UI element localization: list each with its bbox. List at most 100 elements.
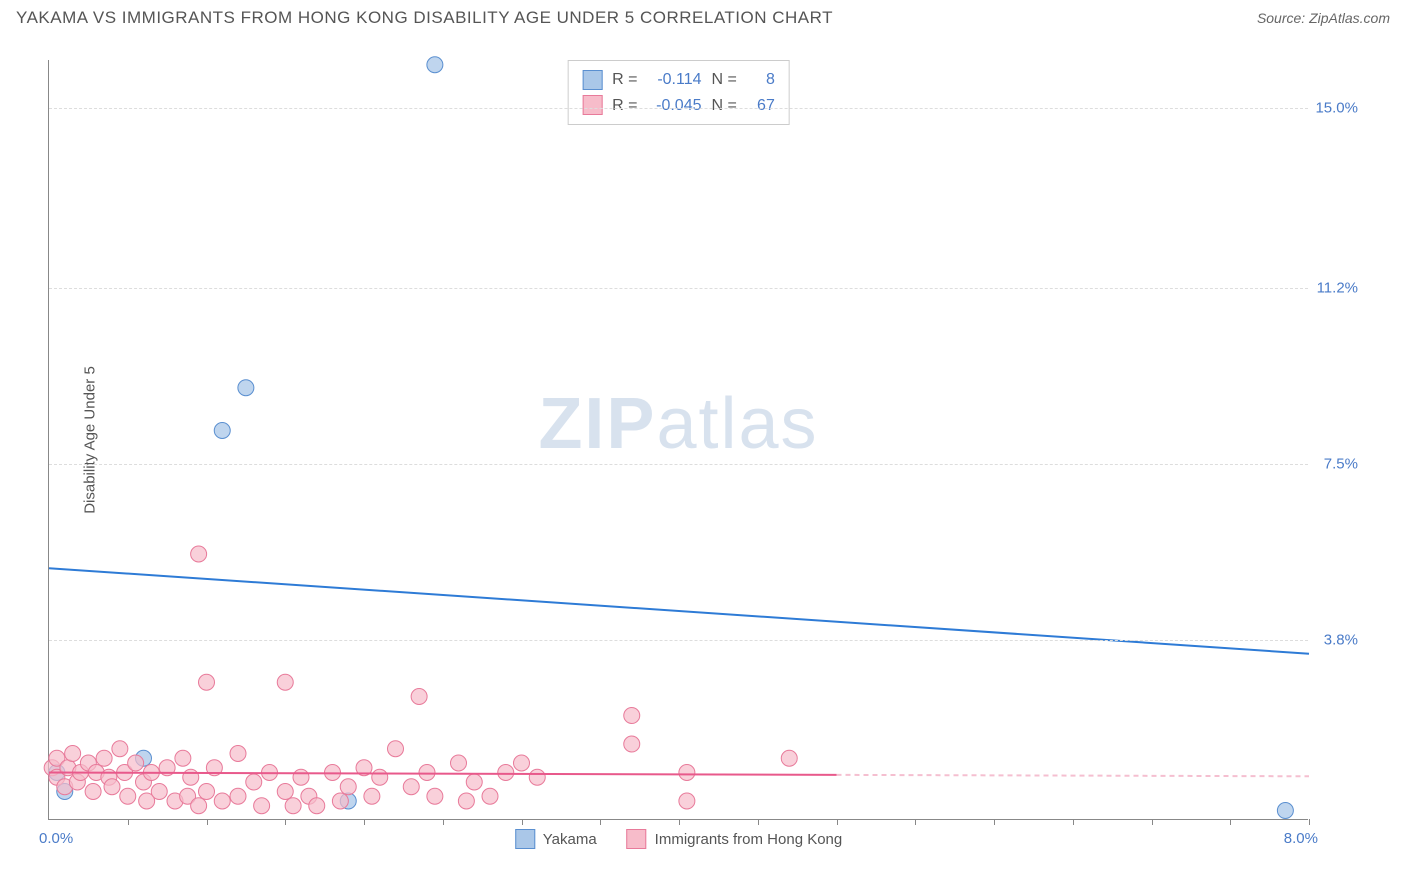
chart-title: YAKAMA VS IMMIGRANTS FROM HONG KONG DISA…: [16, 8, 833, 28]
data-point: [254, 798, 270, 814]
trend-line: [49, 568, 1309, 654]
data-point: [120, 788, 136, 804]
data-point: [104, 779, 120, 795]
x-tick: [1230, 819, 1231, 825]
data-point: [466, 774, 482, 790]
legend-r-label: R =: [612, 67, 637, 93]
x-tick: [758, 819, 759, 825]
data-point: [624, 708, 640, 724]
data-point: [340, 779, 356, 795]
data-point: [112, 741, 128, 757]
legend-swatch: [515, 829, 535, 849]
data-point: [214, 423, 230, 439]
x-tick: [915, 819, 916, 825]
data-point: [411, 689, 427, 705]
data-point: [364, 788, 380, 804]
gridline: [49, 108, 1308, 109]
data-point: [85, 784, 101, 800]
data-point: [679, 765, 695, 781]
y-tick-label: 3.8%: [1324, 631, 1358, 648]
gridline: [49, 640, 1308, 641]
data-point: [238, 380, 254, 396]
data-point: [781, 750, 797, 766]
data-point: [419, 765, 435, 781]
plot-area: ZIPatlas R =-0.114N =8R =-0.045N =67 3.8…: [48, 60, 1308, 820]
legend-r-value: -0.114: [648, 67, 702, 93]
data-point: [498, 765, 514, 781]
x-tick: [600, 819, 601, 825]
legend-label: Yakama: [543, 831, 597, 848]
data-point: [183, 769, 199, 785]
data-point: [199, 674, 215, 690]
legend-row: R = -0.114 N = 8: [582, 67, 775, 93]
legend-item: Yakama: [515, 829, 597, 849]
data-point: [96, 750, 112, 766]
data-point: [403, 779, 419, 795]
chart-container: Disability Age Under 5 ZIPatlas R =-0.11…: [48, 60, 1358, 820]
correlation-legend: R = -0.114 N = 8R = -0.045 N = 67: [567, 60, 790, 125]
x-tick: [1152, 819, 1153, 825]
data-point: [458, 793, 474, 809]
y-tick-label: 15.0%: [1315, 99, 1358, 116]
data-point: [427, 57, 443, 73]
legend-swatch: [582, 70, 602, 90]
series-legend: Yakama Immigrants from Hong Kong: [515, 829, 843, 849]
legend-n-value: 8: [747, 67, 775, 93]
data-point: [246, 774, 262, 790]
x-tick: [1309, 819, 1310, 825]
data-point: [293, 769, 309, 785]
data-point: [199, 784, 215, 800]
x-axis-min-label: 0.0%: [39, 830, 73, 847]
legend-item: Immigrants from Hong Kong: [627, 829, 843, 849]
x-tick: [679, 819, 680, 825]
legend-r-value: -0.045: [648, 93, 702, 119]
data-point: [427, 788, 443, 804]
x-tick: [128, 819, 129, 825]
data-point: [128, 755, 144, 771]
x-tick: [994, 819, 995, 825]
legend-swatch: [627, 829, 647, 849]
data-point: [309, 798, 325, 814]
data-point: [1277, 803, 1293, 819]
data-point: [214, 793, 230, 809]
x-axis-max-label: 8.0%: [1284, 830, 1318, 847]
data-point: [451, 755, 467, 771]
scatter-svg: [49, 60, 1309, 820]
data-point: [679, 793, 695, 809]
data-point: [277, 784, 293, 800]
data-point: [624, 736, 640, 752]
x-tick: [522, 819, 523, 825]
legend-n-label: N =: [712, 67, 737, 93]
data-point: [277, 674, 293, 690]
data-point: [372, 769, 388, 785]
legend-row: R =-0.045N =67: [582, 93, 775, 119]
legend-label: Immigrants from Hong Kong: [655, 831, 843, 848]
x-tick: [364, 819, 365, 825]
y-tick-label: 7.5%: [1324, 455, 1358, 472]
data-point: [529, 769, 545, 785]
gridline: [49, 288, 1308, 289]
data-point: [175, 750, 191, 766]
data-point: [65, 746, 81, 762]
data-point: [151, 784, 167, 800]
y-tick-label: 11.2%: [1317, 280, 1358, 297]
data-point: [230, 788, 246, 804]
data-point: [482, 788, 498, 804]
x-tick: [285, 819, 286, 825]
data-point: [285, 798, 301, 814]
trend-line-dashed: [837, 775, 1310, 776]
gridline: [49, 464, 1308, 465]
x-tick: [837, 819, 838, 825]
chart-source: Source: ZipAtlas.com: [1257, 10, 1390, 26]
legend-r-label: R =: [612, 93, 637, 119]
legend-n-value: 67: [747, 93, 775, 119]
legend-swatch: [582, 95, 602, 115]
data-point: [191, 798, 207, 814]
data-point: [230, 746, 246, 762]
data-point: [191, 546, 207, 562]
chart-header: YAKAMA VS IMMIGRANTS FROM HONG KONG DISA…: [0, 0, 1406, 32]
data-point: [514, 755, 530, 771]
x-tick: [207, 819, 208, 825]
x-tick: [1073, 819, 1074, 825]
x-tick: [443, 819, 444, 825]
